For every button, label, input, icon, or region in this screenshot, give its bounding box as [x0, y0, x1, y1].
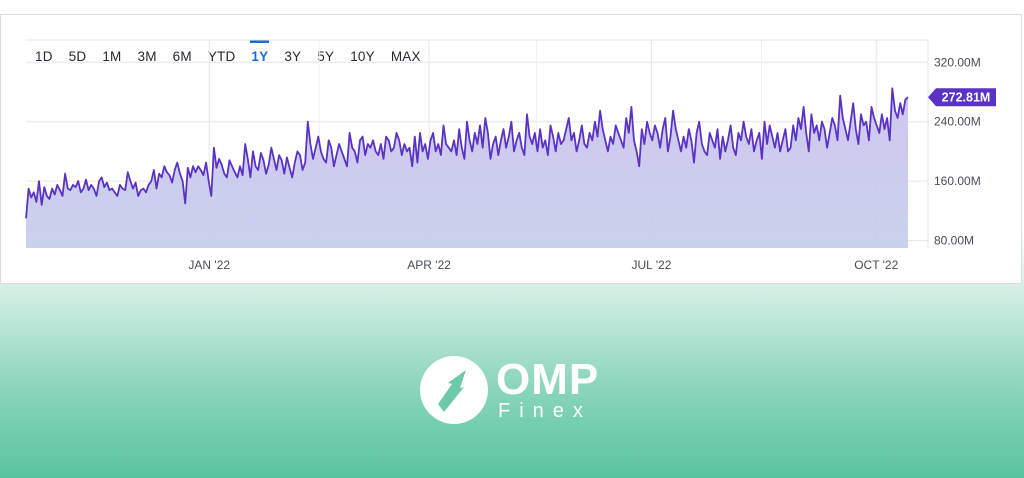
y-tick-label: 80.00M: [934, 234, 974, 248]
range-tab-max[interactable]: MAX: [390, 49, 421, 64]
x-tick-label: OCT '22: [854, 258, 898, 272]
x-tick-label: JAN '22: [188, 258, 230, 272]
omp-logo-icon: [420, 356, 488, 424]
range-tab-5d[interactable]: 5D: [68, 49, 87, 64]
range-tab-ytd[interactable]: YTD: [207, 49, 236, 64]
range-tabs: 1D 5D 1M 3M 6M YTD 1Y 3Y 5Y 10Y MAX: [27, 40, 429, 64]
range-tab-1d[interactable]: 1D: [35, 49, 53, 64]
series-line: [25, 87, 909, 219]
range-tab-10y[interactable]: 10Y: [350, 49, 375, 64]
brand-subtitle: Finex: [498, 400, 592, 422]
range-tab-3y[interactable]: 3Y: [284, 49, 302, 64]
range-tab-1y[interactable]: 1Y: [243, 40, 276, 64]
y-tick-label: 240.00M: [934, 115, 981, 129]
range-tab-3m[interactable]: 3M: [137, 49, 157, 64]
volume-chart: 320.00M 240.00M 160.00M 80.00M JAN '22 APR '2…: [25, 39, 996, 272]
range-tab-5y[interactable]: 5Y: [317, 49, 335, 64]
x-tick-label: APR '22: [407, 258, 451, 272]
series-area: [26, 88, 908, 248]
last-value-badge: [928, 88, 996, 107]
last-value-label: 272.81M: [942, 91, 991, 105]
y-tick-label: 160.00M: [934, 174, 981, 188]
brand-logo: OMP Finex: [416, 350, 616, 430]
range-tab-1m[interactable]: 1M: [102, 49, 122, 64]
x-tick-label: JUL '22: [632, 258, 672, 272]
brand-name: OMP: [496, 355, 600, 404]
range-tab-6m[interactable]: 6M: [172, 49, 192, 64]
y-tick-label: 320.00M: [934, 55, 981, 69]
